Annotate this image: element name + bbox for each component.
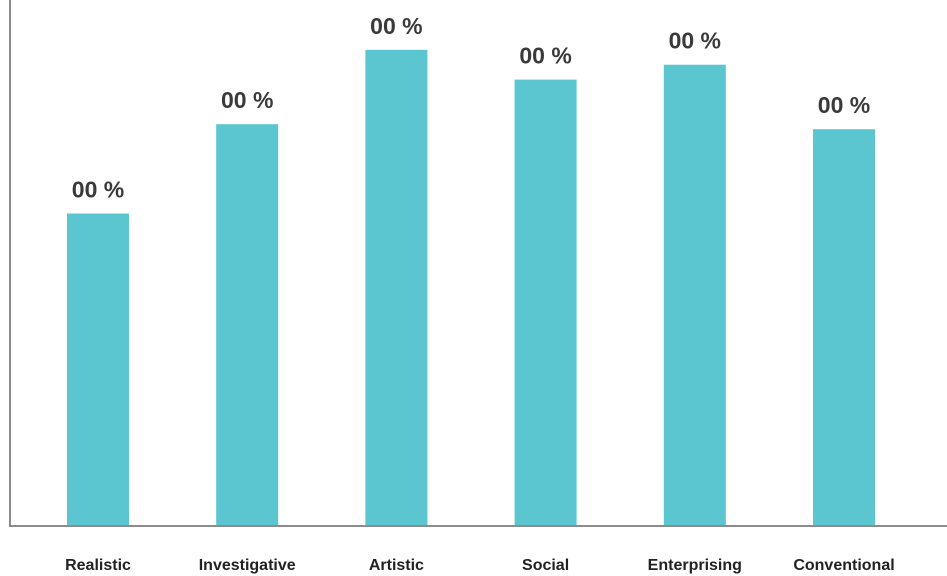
data-label-enterprising: 00 % [669, 28, 721, 54]
data-label-conventional: 00 % [818, 92, 870, 118]
value-labels-group: 00 % 00 % 00 % 00 % 00 % 00 % [72, 13, 870, 203]
data-label-investigative: 00 % [221, 87, 273, 113]
data-label-realistic: 00 % [72, 177, 124, 203]
bar-artistic [365, 49, 428, 527]
bars-group [67, 49, 875, 527]
category-label-enterprising: Enterprising [648, 557, 742, 574]
category-labels-group: Realistic Investigative Artistic Social Ente… [65, 557, 895, 574]
bar-investigative [216, 124, 279, 526]
bar-social [514, 79, 577, 526]
data-label-social: 00 % [519, 43, 571, 69]
bar-enterprising [663, 64, 726, 526]
category-label-realistic: Realistic [65, 557, 131, 574]
bar-realistic [67, 213, 129, 526]
bar-conventional [813, 129, 875, 526]
category-label-conventional: Conventional [793, 557, 894, 574]
category-label-investigative: Investigative [199, 557, 296, 574]
data-label-artistic: 00 % [370, 13, 422, 39]
category-label-social: Social [522, 557, 569, 574]
category-label-artistic: Artistic [369, 557, 424, 574]
